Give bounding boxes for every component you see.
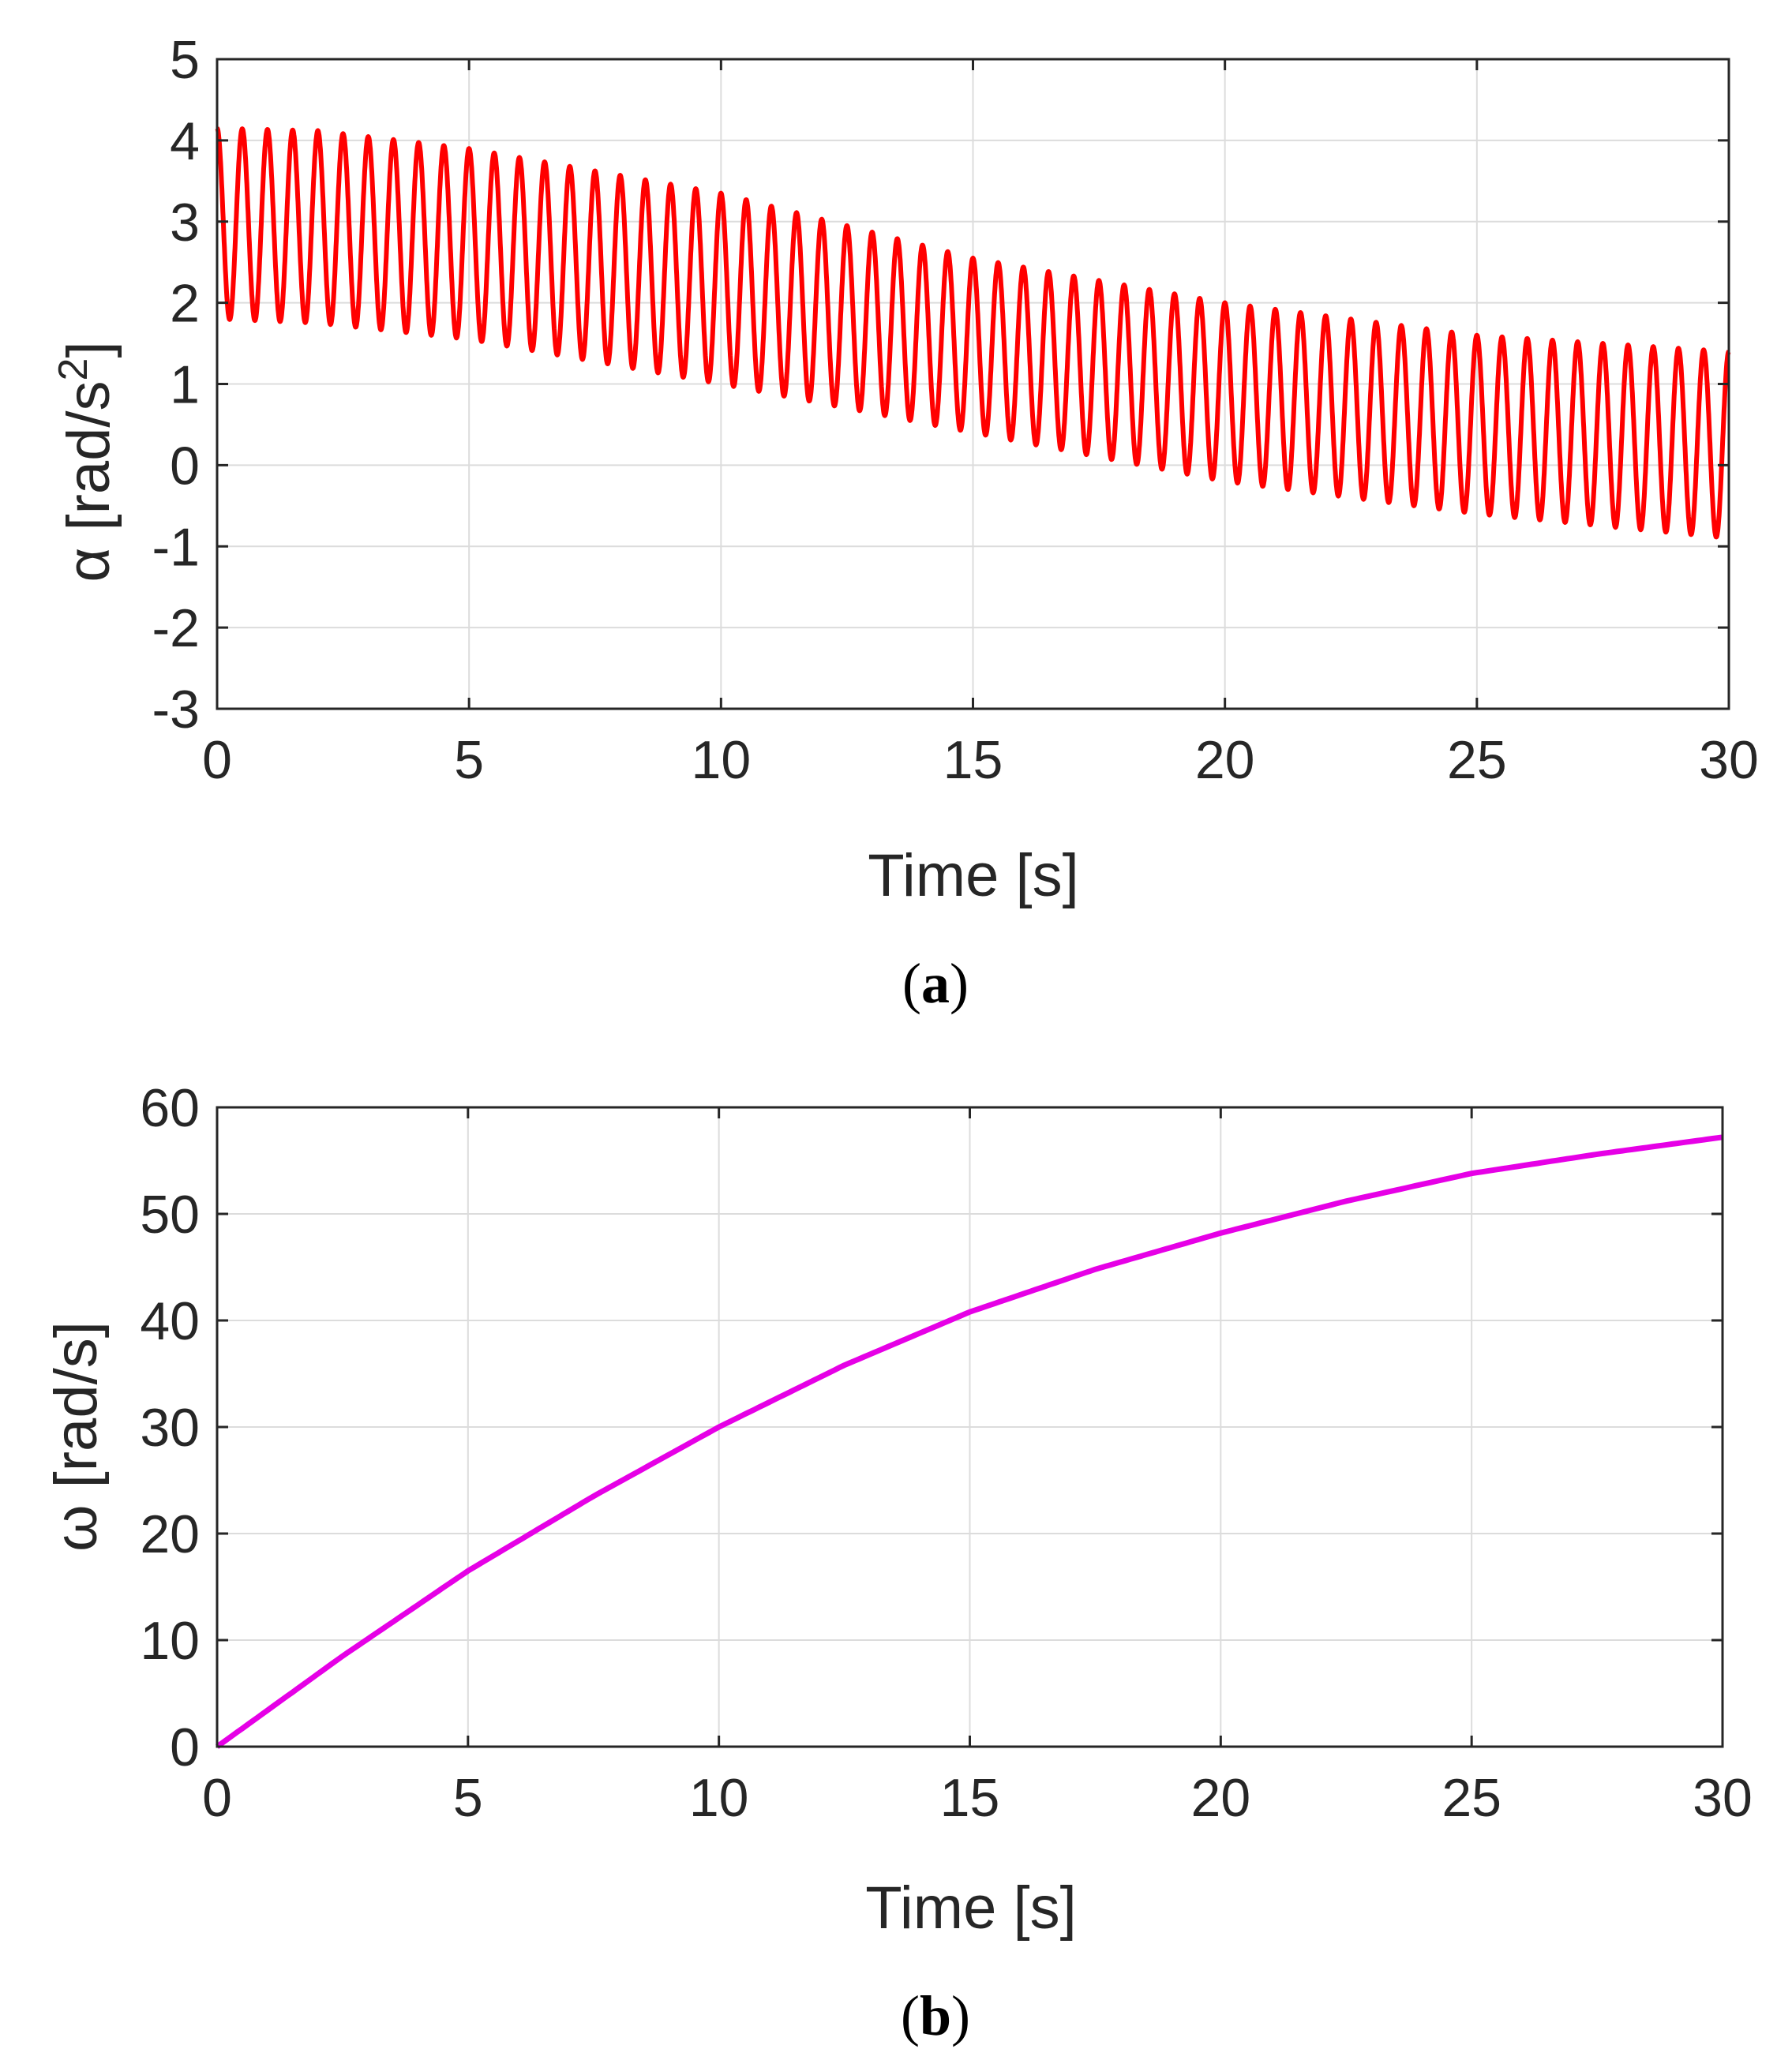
y-tick-label: -1 xyxy=(152,517,200,577)
panel-b-omega-chart: 0 5 10 15 20 25 30 0 10 20 30 40 50 60 Time [s] ω [r… xyxy=(43,1078,1753,2047)
x-tick-label: 30 xyxy=(1699,730,1759,790)
x-tick-label: 0 xyxy=(202,1768,232,1828)
x-tick-label: 5 xyxy=(454,730,484,790)
panel-a-caption: (a) xyxy=(902,952,969,1015)
panel-b-x-axis-label: Time [s] xyxy=(865,1875,1076,1942)
panel-a-grid xyxy=(216,58,1730,710)
panel-b-x-tick-labels: 0 5 10 15 20 25 30 xyxy=(202,1768,1753,1828)
x-tick-label: 20 xyxy=(1191,1768,1251,1828)
x-tick-label: 25 xyxy=(1441,1768,1501,1828)
y-tick-label: 60 xyxy=(140,1078,200,1138)
y-tick-label: 1 xyxy=(170,355,200,415)
omega-line xyxy=(215,1134,1723,1749)
panel-a-y-axis-label: α [rad/s2] xyxy=(51,341,122,582)
y-tick-label: 4 xyxy=(170,111,200,171)
x-tick-label: 10 xyxy=(692,730,752,790)
panel-b-y-axis-label: ω [rad/s] xyxy=(43,1321,110,1552)
y-tick-label: 5 xyxy=(170,30,200,90)
panel-b-grid xyxy=(216,1107,1723,1747)
panel-b-tick-marks xyxy=(216,1106,1724,1748)
x-tick-label: 15 xyxy=(940,1768,1000,1828)
y-tick-label: 3 xyxy=(170,193,200,253)
y-tick-label: 2 xyxy=(170,274,200,334)
panel-b-y-tick-labels: 0 10 20 30 40 50 60 xyxy=(140,1078,200,1777)
x-tick-label: 10 xyxy=(689,1768,749,1828)
panel-b-omega-series xyxy=(215,1134,1723,1749)
x-tick-label: 5 xyxy=(453,1768,483,1828)
alpha-line xyxy=(215,125,1731,540)
y-tick-label: -2 xyxy=(152,598,200,658)
y-tick-label: -3 xyxy=(152,680,200,740)
x-tick-label: 25 xyxy=(1447,730,1507,790)
panel-a-tick-marks xyxy=(216,58,1730,710)
panel-a-alpha-series xyxy=(215,125,1731,540)
y-tick-label: 50 xyxy=(140,1185,200,1245)
x-tick-label: 20 xyxy=(1195,730,1255,790)
x-tick-label: 15 xyxy=(943,730,1003,790)
y-tick-label: 40 xyxy=(140,1291,200,1351)
panel-a-x-axis-label: Time [s] xyxy=(868,842,1078,909)
panel-a-alpha-chart: 0 5 10 15 20 25 30 -3 -2 -1 0 1 2 3 4 5 Time [s] α [ra… xyxy=(51,30,1759,1015)
panel-b-caption: (b) xyxy=(901,1984,970,2047)
x-tick-label: 0 xyxy=(202,730,232,790)
panel-a-y-tick-labels: -3 -2 -1 0 1 2 3 4 5 xyxy=(152,30,200,740)
y-tick-label: 10 xyxy=(140,1611,200,1671)
y-tick-label: 30 xyxy=(140,1398,200,1458)
y-tick-label: 0 xyxy=(170,436,200,496)
x-tick-label: 30 xyxy=(1693,1768,1753,1828)
y-tick-label: 0 xyxy=(170,1717,200,1777)
y-tick-label: 20 xyxy=(140,1504,200,1564)
panel-a-x-tick-labels: 0 5 10 15 20 25 30 xyxy=(202,730,1759,790)
